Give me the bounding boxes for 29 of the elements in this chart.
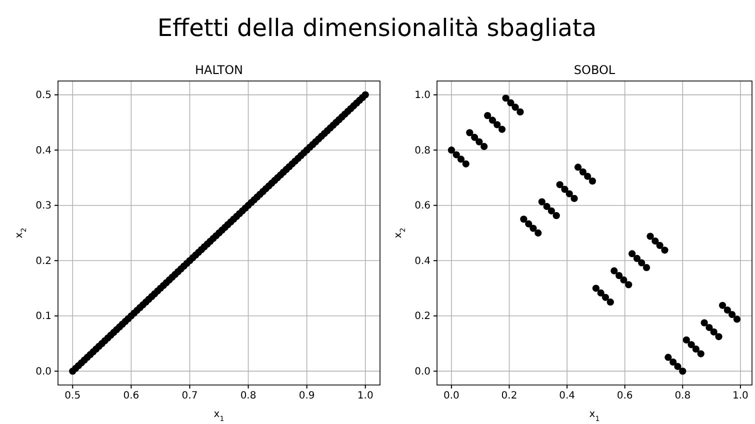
- x-tick-label: 0.6: [123, 390, 140, 402]
- y-tick-label: 0.0: [36, 366, 52, 378]
- y-tick-label: 0.6: [414, 200, 430, 212]
- x-tick-label: 1.0: [357, 390, 374, 402]
- chart-title: SOBOL: [574, 63, 616, 77]
- y-tick-label: 0.8: [414, 145, 430, 156]
- x-tick-label: 0.2: [501, 390, 518, 402]
- y-tick-label: 0.2: [36, 256, 52, 267]
- y-tick-label: 0.5: [36, 90, 52, 102]
- x-tick-label: 0.9: [298, 390, 315, 402]
- x-tick-label: 0.7: [182, 390, 198, 402]
- x-tick-label: 0.6: [616, 390, 633, 402]
- y-tick-label: 1.0: [414, 90, 430, 102]
- y-tick-label: 0.4: [414, 256, 430, 267]
- text: Effetti della dimensionalità sbagliata: [157, 14, 597, 42]
- x-tick-label: 0.5: [64, 390, 81, 402]
- y-tick-label: 0.4: [36, 145, 52, 156]
- x-tick-label: 1.0: [732, 390, 748, 402]
- x-tick-label: 0.8: [240, 390, 256, 402]
- x-axis-title: x$_{1}$: [214, 409, 224, 423]
- y-tick-label: 0.0: [414, 366, 430, 378]
- y-tick-label: 0.2: [414, 311, 430, 322]
- x-tick-label: 0.8: [674, 390, 691, 402]
- y-tick-label: 0.3: [36, 200, 52, 212]
- x-tick-label: 0.0: [443, 390, 460, 402]
- x-tick-label: 0.4: [559, 390, 575, 402]
- y-tick-label: 0.1: [36, 311, 52, 322]
- x-axis-title: x$_{1}$: [589, 409, 600, 423]
- chart-title: HALTON: [194, 63, 244, 77]
